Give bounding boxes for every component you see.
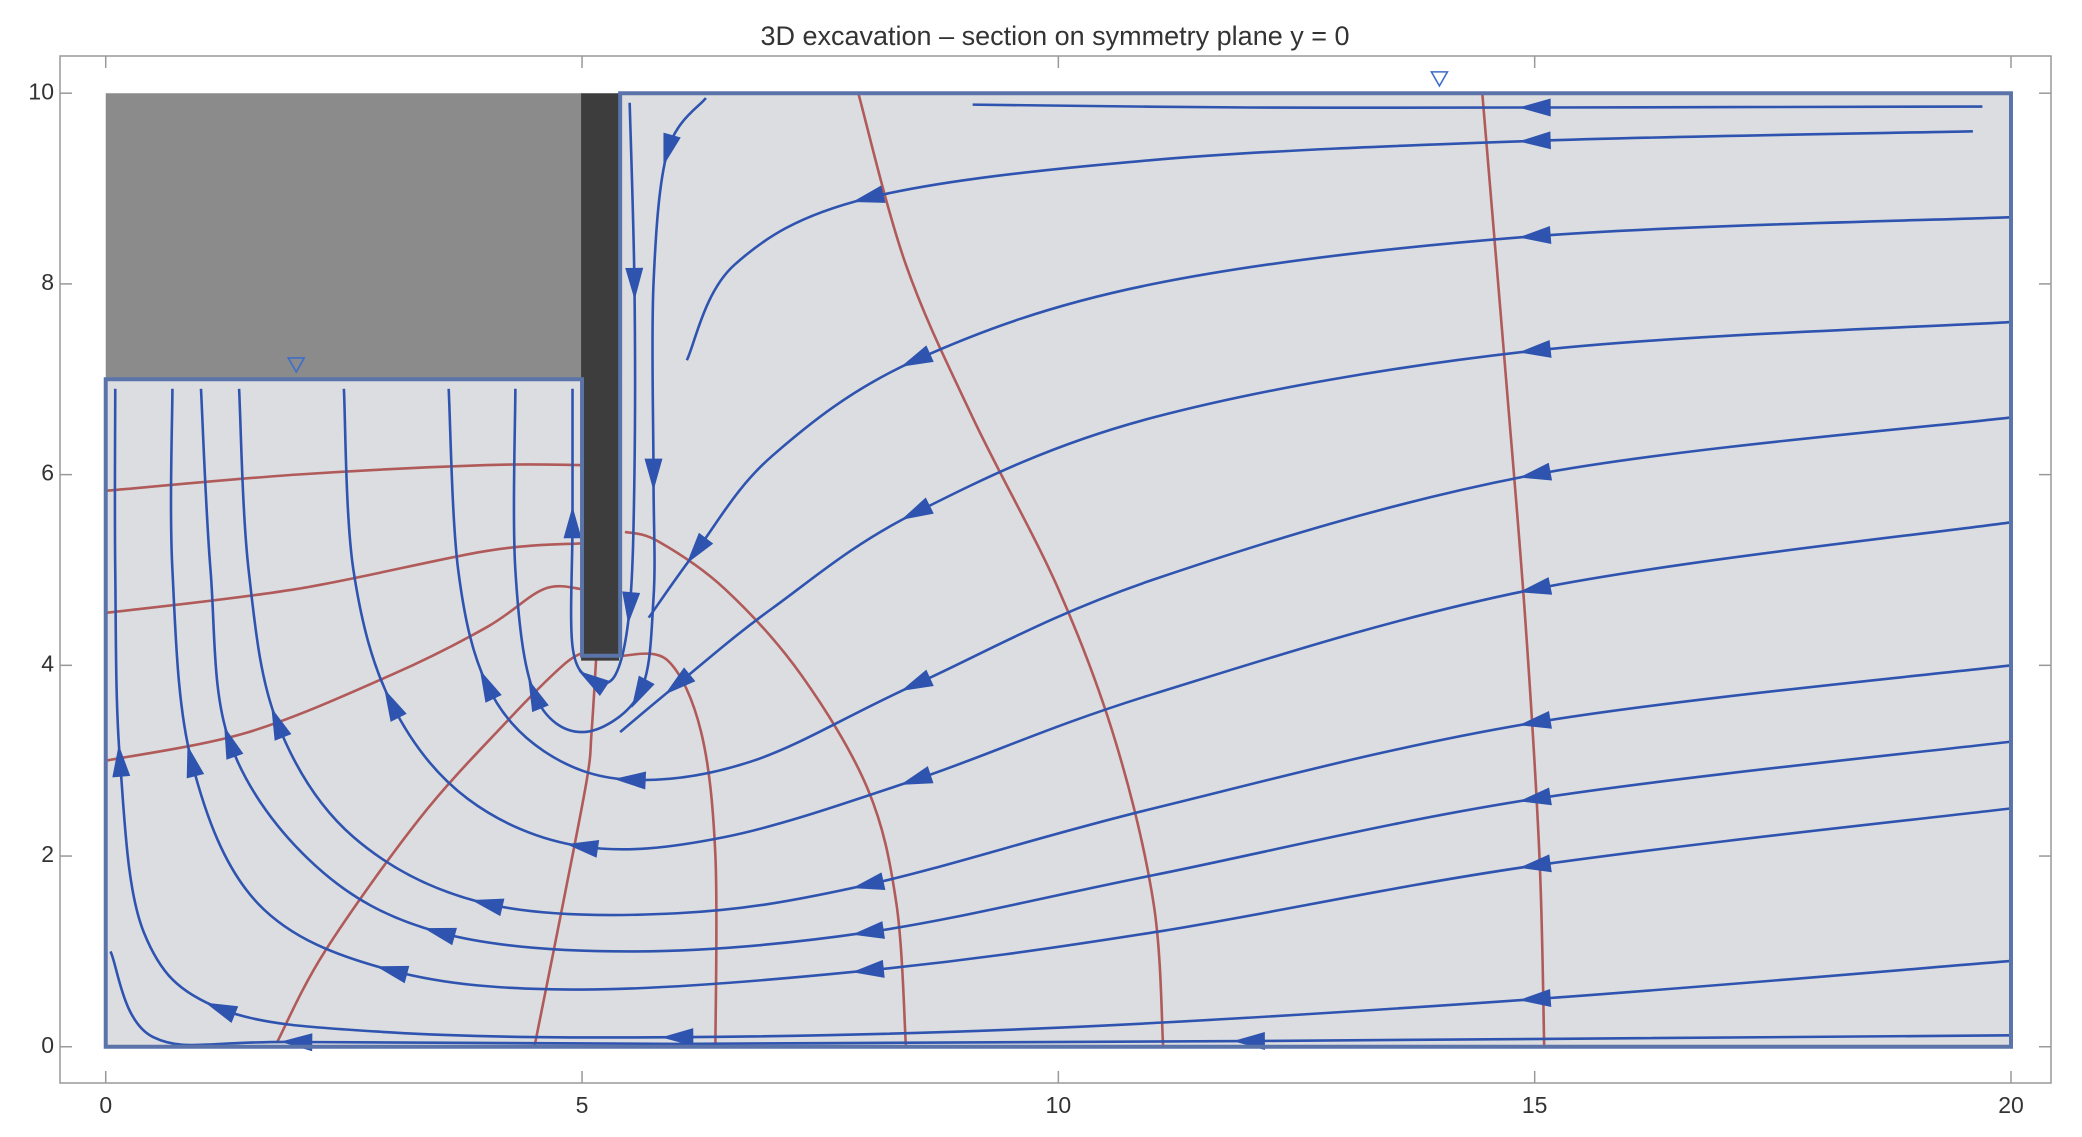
equipotential-line [620, 652, 718, 1047]
chart-title: 3D excavation – section on symmetry plan… [760, 21, 1349, 51]
flow-arrow [271, 707, 292, 741]
streamline [512, 97, 707, 734]
excavated-soil [105, 93, 583, 380]
flow-arrow [661, 1028, 694, 1047]
flow-arrow [1518, 854, 1552, 873]
flow-arrow [112, 744, 131, 778]
x-tick-label: 5 [576, 1092, 589, 1118]
x-tick-label: 10 [1046, 1092, 1072, 1118]
flow-arrow [900, 669, 934, 692]
flow-arrow [1518, 787, 1552, 806]
flow-arrow [423, 927, 457, 946]
flow-arrow [644, 458, 663, 491]
flow-arrow [1518, 339, 1552, 358]
y-tick-label: 6 [41, 460, 54, 486]
equipotential-line [105, 541, 583, 615]
streamline [237, 388, 2012, 917]
x-tick-label: 0 [99, 1092, 112, 1118]
equipotential-line [624, 530, 908, 1047]
flow-arrow [1518, 988, 1552, 1007]
plot-frame [59, 55, 2052, 1084]
streamline [169, 388, 2012, 991]
equipotential-line [1480, 93, 1546, 1047]
flow-arrow [852, 872, 886, 891]
flow-arrow [900, 766, 934, 785]
x-tick-label: 15 [1522, 1092, 1548, 1118]
y-tick-label: 8 [41, 269, 54, 295]
streamline [199, 388, 2012, 953]
streamline [619, 320, 2012, 734]
streamline [113, 388, 2012, 1039]
flow-arrow [1518, 226, 1552, 244]
flow-arrow [224, 726, 244, 760]
equipotential-line [276, 649, 588, 1043]
y-tick-label: 4 [41, 650, 54, 676]
flow-arrow [205, 1002, 239, 1023]
y-tick-label: 2 [41, 841, 54, 867]
flow-arrow [376, 965, 410, 984]
flow-arrow [578, 670, 610, 697]
flow-arrow [900, 345, 934, 367]
flow-arrow [686, 532, 714, 564]
flow-arrow [851, 921, 885, 939]
flow-arrow [186, 745, 205, 779]
flow-arrow [1518, 577, 1553, 595]
flow-arrow [471, 898, 505, 917]
retaining-wall [581, 93, 620, 661]
y-tick-label: 0 [41, 1032, 54, 1058]
flow-arrow [1518, 98, 1551, 117]
streamline [685, 130, 1973, 361]
flow-arrow [1518, 131, 1551, 150]
flow-arrow [1518, 711, 1552, 729]
equipotential-line [105, 463, 583, 493]
equipotential-line [105, 584, 583, 762]
flow-arrow [851, 959, 885, 978]
flow-arrow [663, 132, 681, 166]
y-tick-label: 10 [28, 78, 54, 104]
flow-arrow [528, 679, 549, 713]
domain-boundary [103, 91, 2013, 1049]
equipotential-line [533, 655, 598, 1048]
x-tick-label: 20 [1998, 1092, 2024, 1118]
flow-arrow [631, 675, 655, 709]
flow-arrow [622, 591, 641, 625]
flow-arrow [664, 667, 696, 695]
flow-arrow [384, 689, 407, 722]
water-level-marker [1430, 71, 1449, 88]
water-level-marker [286, 357, 306, 374]
flow-arrow [901, 497, 934, 520]
streamline [109, 950, 2011, 1047]
flow-arrow [563, 506, 582, 539]
flow-arrow [625, 267, 644, 300]
flow-arrow [566, 839, 600, 858]
flow-arrow [852, 185, 886, 203]
flow-arrow [479, 669, 502, 703]
streamline [972, 103, 1983, 110]
flow-arrow [1518, 462, 1553, 481]
equipotential-line [857, 92, 1165, 1047]
streamline [647, 215, 2012, 619]
flow-arrow [613, 771, 647, 790]
